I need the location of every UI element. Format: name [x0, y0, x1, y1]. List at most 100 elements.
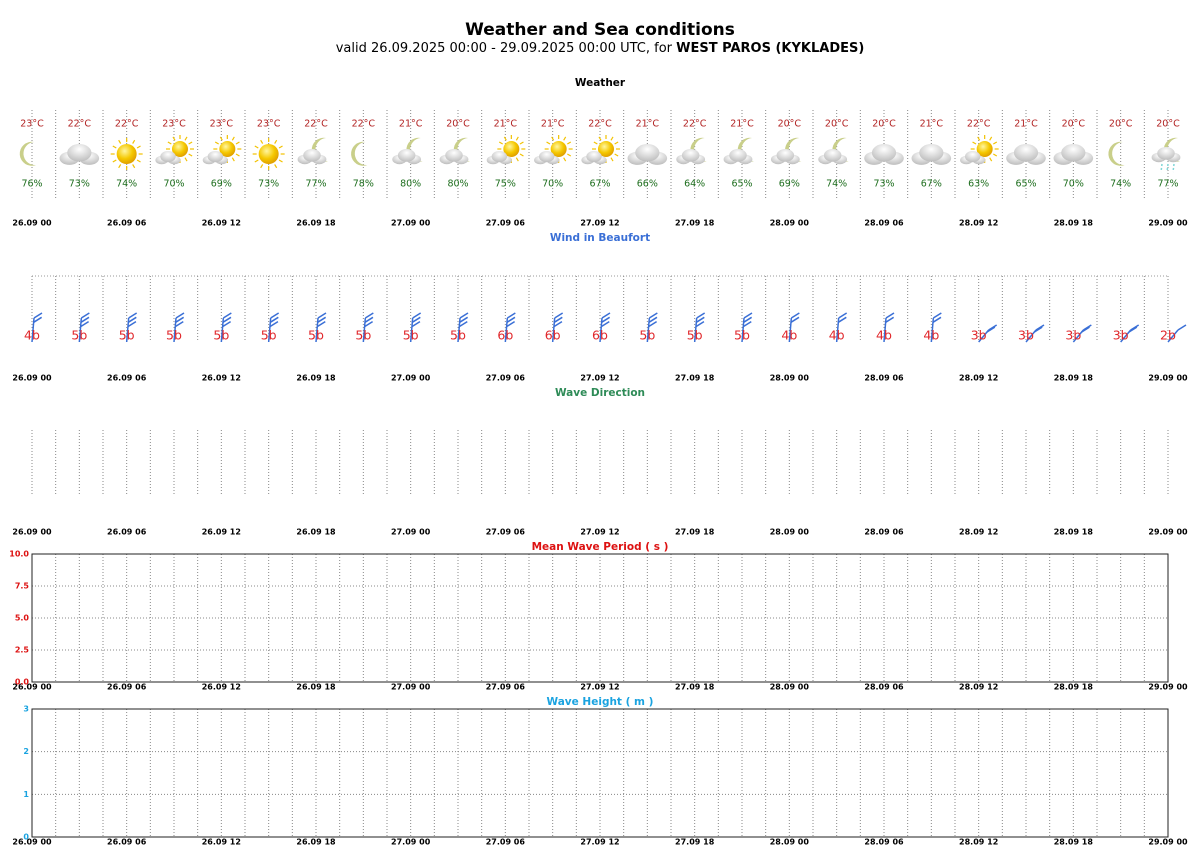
weather-symbol [911, 144, 952, 165]
x-tick-label: 28.09 06 [864, 219, 904, 228]
y-tick-label: 10.0 [9, 550, 29, 559]
wind-barb [220, 312, 232, 343]
x-tick-label: 26.09 18 [296, 219, 336, 228]
sun-ray [274, 164, 278, 169]
wind-barb [457, 312, 469, 343]
weather-symbol [864, 144, 904, 165]
sun-ray [188, 153, 193, 157]
wind-barb [409, 312, 422, 343]
temperature-label: 21°C [399, 119, 423, 130]
x-tick-label: 26.09 00 [12, 528, 52, 537]
sun-ray [593, 141, 598, 145]
barb-feather [33, 316, 43, 323]
x-tick-label: 27.09 18 [675, 683, 715, 692]
beaufort-label: 5b [166, 328, 182, 343]
x-tick-label: 28.09 00 [770, 528, 810, 537]
barb-feather [553, 321, 563, 328]
barb-feather [1081, 326, 1090, 333]
sun [172, 141, 188, 157]
temperature-label: 20°C [1109, 119, 1133, 130]
cloud [681, 149, 700, 162]
sun-ray [260, 139, 264, 144]
sun-ray [519, 141, 524, 145]
sun-ray [519, 153, 524, 157]
wind-barb [930, 312, 942, 343]
moon [1108, 141, 1125, 166]
x-tick-label: 26.09 12 [202, 374, 241, 383]
barb-feather [742, 321, 752, 328]
x-tick-label: 27.09 06 [486, 683, 526, 692]
temperature-label: 21°C [541, 119, 565, 130]
wind-barb [31, 312, 43, 343]
temperature-label: 22°C [115, 119, 139, 130]
humidity-label: 70% [163, 179, 184, 190]
wind-barb [78, 312, 90, 343]
beaufort-label: 5b [450, 328, 466, 343]
weather-symbol [19, 141, 36, 166]
sun-ray [214, 141, 219, 145]
barb-feather [885, 312, 895, 319]
barb-feather [932, 316, 942, 323]
x-tick-label: 27.09 06 [486, 528, 526, 537]
cloud [635, 144, 660, 162]
x-tick-label: 27.09 12 [580, 219, 619, 228]
sun-ray [993, 153, 998, 157]
x-tick-label: 28.09 18 [1054, 374, 1094, 383]
weather-symbol [155, 135, 194, 165]
temperature-label: 21°C [494, 119, 518, 130]
temperature-label: 23°C [210, 119, 234, 130]
barb-staff [1167, 329, 1179, 343]
barb-feather [790, 312, 800, 319]
barb-feather [506, 321, 516, 328]
panel-title: Mean Wave Period ( s ) [532, 541, 669, 553]
beaufort-label: 5b [71, 328, 87, 343]
weather-symbol [439, 137, 470, 165]
cloud [491, 151, 508, 163]
barb-feather [837, 316, 847, 323]
temperature-label: 22°C [68, 119, 92, 130]
axes-frame [31, 553, 1169, 683]
y-tick-label: 5.0 [15, 614, 30, 623]
sun-ray [235, 141, 240, 145]
panel-title: Wind in Beaufort [550, 232, 650, 244]
x-tick-label: 27.09 12 [580, 683, 619, 692]
barb-feather [601, 312, 611, 319]
sun-ray [112, 145, 117, 149]
humidity-label: 74% [826, 179, 847, 190]
x-tick-label: 27.09 00 [391, 219, 431, 228]
barb-feather [317, 316, 327, 323]
humidity-label: 65% [731, 179, 752, 190]
barb-feather [648, 316, 658, 323]
cloud [823, 149, 842, 162]
temperature-label: 21°C [1014, 119, 1038, 130]
barb-feather [695, 321, 705, 328]
cloud [207, 151, 224, 163]
weather-symbol [581, 135, 620, 165]
x-tick-label: 29.09 00 [1148, 838, 1188, 847]
x-tick-label: 28.09 12 [959, 838, 998, 847]
weather-symbol [1006, 144, 1046, 165]
sun-ray [563, 157, 567, 162]
panel-title: Wave Height ( m ) [547, 696, 654, 708]
sun-ray [278, 145, 283, 149]
cloud [397, 149, 416, 162]
temperature-label: 22°C [352, 119, 376, 130]
x-tick-label: 28.09 18 [1054, 528, 1094, 537]
rain [1172, 163, 1175, 173]
humidity-label: 73% [258, 179, 279, 190]
x-tick-label: 28.09 18 [1054, 838, 1094, 847]
temperature-label: 20°C [778, 119, 802, 130]
barb-feather [506, 312, 516, 319]
temperature-label: 20°C [1062, 119, 1086, 130]
x-tick-label: 29.09 00 [1148, 683, 1188, 692]
barb-feather [600, 321, 610, 328]
x-tick-label: 27.09 12 [580, 528, 619, 537]
x-tick-label: 28.09 12 [959, 374, 998, 383]
cloud [776, 149, 795, 162]
barb-feather [790, 316, 800, 323]
y-tick-label: 2 [23, 747, 29, 756]
humidity-label: 80% [447, 179, 468, 190]
x-tick-label: 26.09 00 [12, 838, 52, 847]
